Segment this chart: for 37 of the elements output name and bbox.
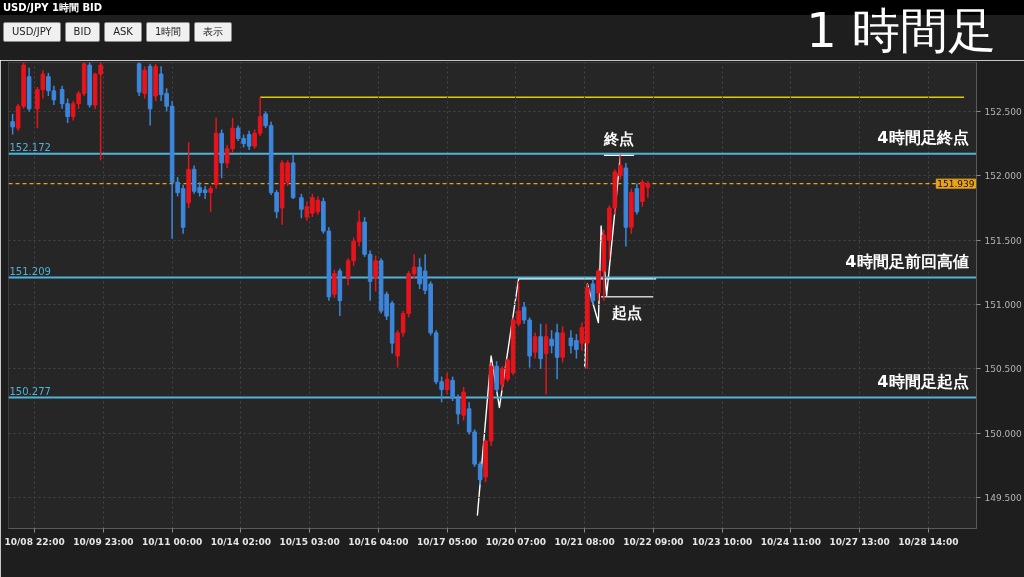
ref-line-label: 152.172 [9,141,51,153]
x-tick-label: 10/23 10:00 [692,536,753,547]
x-tick-label: 10/09 23:00 [73,536,134,547]
text: 1時間 [145,22,191,42]
ref-line-label: 151.209 [9,265,51,277]
text: USD/JPY [3,22,61,42]
annotation: 4時間足終点 [877,127,969,147]
annotation: 4時間足起点 [877,371,969,391]
x-tick-label: 10/27 13:00 [829,536,890,547]
series-label: 起点 [611,303,643,322]
x-tick-label: 10/15 03:00 [279,536,340,547]
x-tick-label: 10/22 09:00 [623,536,684,547]
y-tick-label: 151.000 [984,300,1022,311]
y-tick-label: 150.000 [984,428,1022,439]
ref-line-label: 151.939 [937,179,975,190]
x-tick-label: 10/17 05:00 [417,536,478,547]
x-tick-label: 10/14 02:00 [210,536,271,547]
chart-title: 1 時間足 [806,1,996,60]
x-tick-label: 10/28 14:00 [898,536,959,547]
y-tick-label: 150.500 [984,364,1022,375]
x-tick-label: 10/16 04:00 [348,536,409,547]
series-label: 終点 [603,130,634,149]
y-tick-label: 152.000 [984,171,1022,182]
y-tick-label: 149.500 [984,493,1022,504]
chart-subtitle: USD/JPY 1時間 BID [3,2,103,13]
x-tick-label: 10/11 00:00 [142,536,203,547]
x-tick-label: 10/21 08:00 [554,536,615,547]
x-tick-label: 10/08 22:00 [4,536,65,547]
y-tick-label: 151.500 [984,235,1022,246]
text: 表示 [194,22,233,42]
annotation: 4時間足前回高値 [845,251,969,271]
ref-line-label: 150.277 [9,385,51,397]
y-tick-label: 152.500 [984,106,1022,117]
text: ASK [104,22,142,42]
x-tick-label: 10/20 07:00 [485,536,546,547]
x-tick-label: 10/24 11:00 [760,536,821,547]
text: BID [64,22,101,42]
